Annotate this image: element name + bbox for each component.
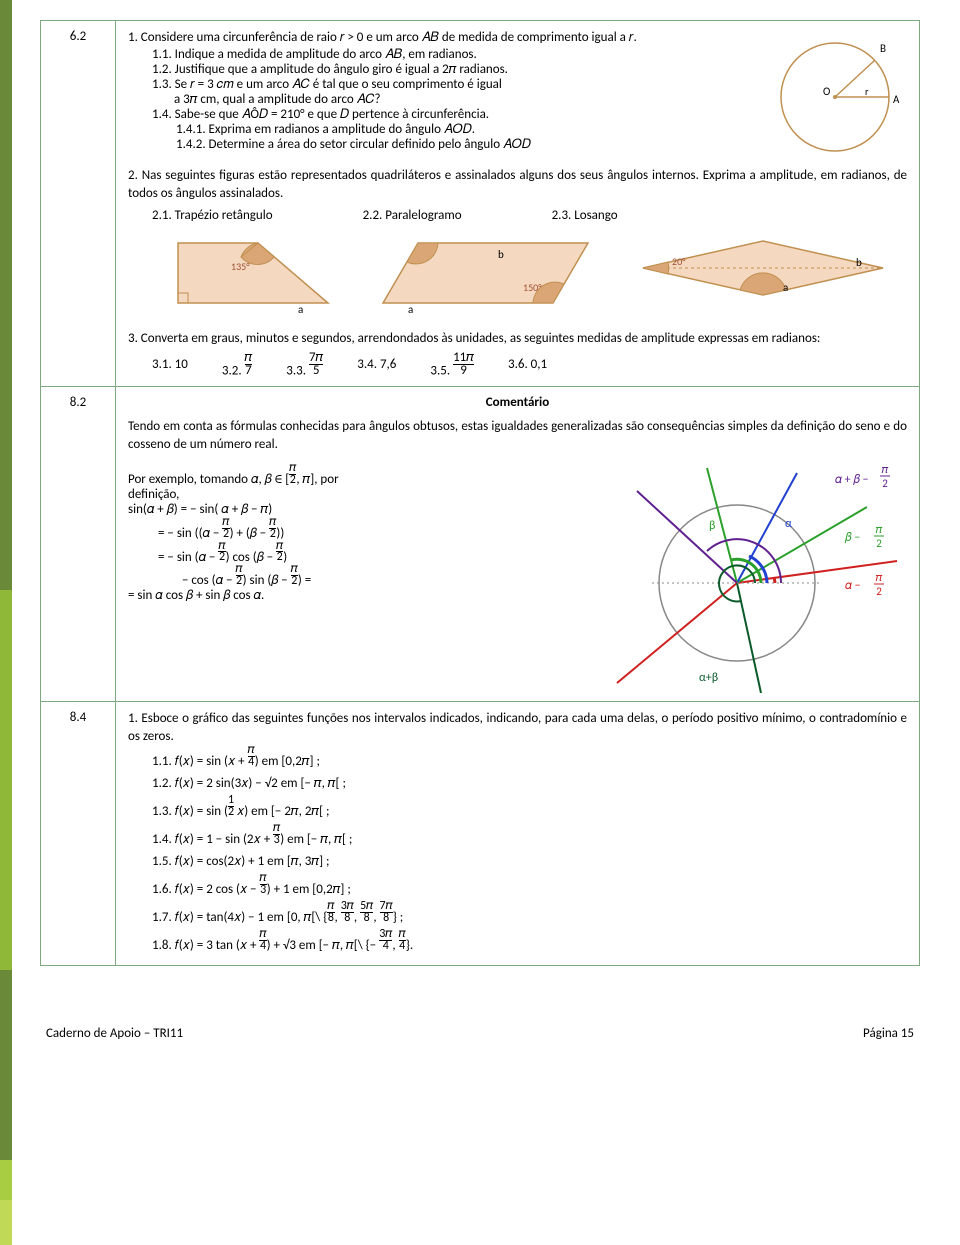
q1-1: 1.1. Indique a medida de amplitude do ar… xyxy=(152,47,757,62)
parallelogram-figure: b a 150° xyxy=(378,233,598,318)
q2-1: 2.1. Trapézio retângulo xyxy=(152,208,273,223)
q3-3: 3.3. 7𝜋5 xyxy=(286,352,323,378)
sidebar-seg xyxy=(0,0,12,590)
svg-text:2: 2 xyxy=(876,585,882,598)
s84-intro: 1. Esboce o gráfico das seguintes funçõe… xyxy=(128,710,907,745)
svg-text:𝜋: 𝜋 xyxy=(882,463,889,476)
s82-p1: Tendo em conta as fórmulas conhecidas pa… xyxy=(128,418,907,453)
trapezoid-figure: 135° a xyxy=(168,233,338,318)
s84-1-7: 1.7. 𝑓(𝑥) = tan(4𝑥) − 1 em [0, 𝜋[\ {𝜋8, … xyxy=(152,901,907,929)
eq5: = sin 𝛼 cos 𝛽 + sin 𝛽 cos 𝛼. xyxy=(128,588,567,603)
footer-left: Caderno de Apoio – TRI11 xyxy=(46,1026,183,1041)
olive-sidebar xyxy=(0,0,12,1245)
svg-text:α+β: α+β xyxy=(699,671,718,685)
main-table: 6.2 1. Considere uma circunferência de r… xyxy=(40,20,920,966)
svg-text:B: B xyxy=(880,42,886,55)
sidebar-seg xyxy=(0,590,12,970)
q2: 2. Nas seguintes figuras estão represent… xyxy=(128,167,907,202)
q1-4-2: 1.4.2. Determine a área do setor circula… xyxy=(152,137,757,152)
q1-3b: a 3𝜋 cm, qual a amplitude do arco 𝐴𝐶? xyxy=(152,92,757,107)
q1-2: 1.2. Justifique que a amplitude do ângul… xyxy=(152,62,757,77)
svg-text:20°: 20° xyxy=(672,255,686,268)
s84-1-8: 1.8. 𝑓(𝑥) = 3 tan (𝑥 + 𝜋4) + √3 em [− 𝜋,… xyxy=(152,929,907,957)
q3: 3. Converta em graus, minutos e segundos… xyxy=(128,330,907,348)
eq4: − cos (𝛼 − 𝜋2) sin (𝛽 − 𝜋2) = xyxy=(128,564,567,588)
s84-1-6: 1.6. 𝑓(𝑥) = 2 cos (𝑥 − 𝜋3) + 1 em [0,2𝜋]… xyxy=(152,873,907,901)
s82-p2: Por exemplo, tomando 𝛼, 𝛽 ∈ [𝜋2, 𝜋], por xyxy=(128,463,567,487)
row-id-8-2: 8.2 xyxy=(41,386,116,701)
q3-5: 3.5. 11𝜋9 xyxy=(430,352,474,378)
row-id-8-4: 8.4 xyxy=(41,702,116,966)
s84-1-4: 1.4. 𝑓(𝑥) = 1 − sin (2𝑥 + 𝜋3) em [− 𝜋, 𝜋… xyxy=(152,823,907,851)
svg-text:2: 2 xyxy=(876,537,882,550)
svg-text:α: α xyxy=(785,517,792,531)
q2-2: 2.2. Paralelogramo xyxy=(363,208,462,223)
svg-text:r: r xyxy=(865,85,869,98)
row-id-6-2: 6.2 xyxy=(41,21,116,387)
s84-1-2: 1.2. 𝑓(𝑥) = 2 sin(3𝑥) − √2 em [− 𝜋, 𝜋[ ; xyxy=(152,773,907,795)
circle-figure: B A O r xyxy=(767,29,907,159)
svg-text:A: A xyxy=(893,93,900,106)
q1-4-1: 1.4.1. Exprima em radianos a amplitude d… xyxy=(152,122,757,137)
q3-6: 3.6. 0,1 xyxy=(508,357,547,372)
svg-text:135°: 135° xyxy=(231,260,250,273)
svg-text:a: a xyxy=(783,281,788,294)
svg-text:𝛼 + 𝛽 −: 𝛼 + 𝛽 − xyxy=(835,473,869,487)
q3-2: 3.2. 𝜋7 xyxy=(222,352,252,378)
eq1: sin(𝛼 + 𝛽) = − sin( 𝛼 + 𝛽 − 𝜋) xyxy=(128,502,567,517)
page-footer: Caderno de Apoio – TRI11 Página 15 xyxy=(40,1026,920,1041)
footer-right: Página 15 xyxy=(863,1026,914,1041)
s82-p2c: definição, xyxy=(128,487,567,502)
svg-text:b: b xyxy=(498,248,504,261)
eq3: = − sin (𝛼 − 𝜋2) cos (𝛽 − 𝜋2) xyxy=(128,541,567,565)
q3-4: 3.4. 7,6 xyxy=(357,357,396,372)
s84-1-1: 1.1. 𝑓(𝑥) = sin (𝑥 + 𝜋4) em [0,2𝜋] ; xyxy=(152,745,907,773)
eq2: = − sin ((𝛼 − 𝜋2) + (𝛽 − 𝜋2)) xyxy=(128,517,567,541)
q2-3: 2.3. Losango xyxy=(552,208,618,223)
sidebar-seg xyxy=(0,1200,12,1245)
comentario-title: Comentário xyxy=(128,395,907,410)
svg-text:O: O xyxy=(823,85,830,98)
sidebar-seg xyxy=(0,1160,12,1200)
s84-1-3: 1.3. 𝑓(𝑥) = sin (12 𝑥) em [− 2𝜋, 2𝜋[ ; xyxy=(152,795,907,823)
svg-text:2: 2 xyxy=(882,477,888,490)
q1-3a: 1.3. Se 𝑟 = 3 𝑐𝑚 e um arco 𝐴𝐶 é tal que … xyxy=(152,77,757,92)
svg-text:150°: 150° xyxy=(523,281,542,294)
svg-text:a: a xyxy=(298,303,303,316)
q1-4: 1.4. Sabe-se que 𝐴Ô𝐷 = 210° e que 𝐷 pert… xyxy=(152,107,757,122)
s84-1-5: 1.5. 𝑓(𝑥) = cos(2𝑥) + 1 em [𝜋, 3𝜋] ; xyxy=(152,851,907,873)
svg-text:a: a xyxy=(408,303,413,316)
svg-text:β: β xyxy=(709,519,715,533)
svg-text:b: b xyxy=(856,256,862,269)
q1: 1. Considere uma circunferência de raio … xyxy=(128,29,757,47)
svg-text:𝛼 −: 𝛼 − xyxy=(845,579,861,593)
svg-text:𝜋: 𝜋 xyxy=(876,571,883,584)
svg-text:𝜋: 𝜋 xyxy=(876,523,883,536)
unit-circle-figure: α β α+β 𝛼 + 𝛽 − 𝜋2 𝛽 − 𝜋2 𝛼 − 𝜋2 xyxy=(587,463,907,693)
rhombus-figure: 20° b a xyxy=(638,233,888,303)
sidebar-seg xyxy=(0,970,12,1160)
q3-1: 3.1. 10 xyxy=(152,357,188,372)
svg-text:𝛽 −: 𝛽 − xyxy=(844,531,860,545)
